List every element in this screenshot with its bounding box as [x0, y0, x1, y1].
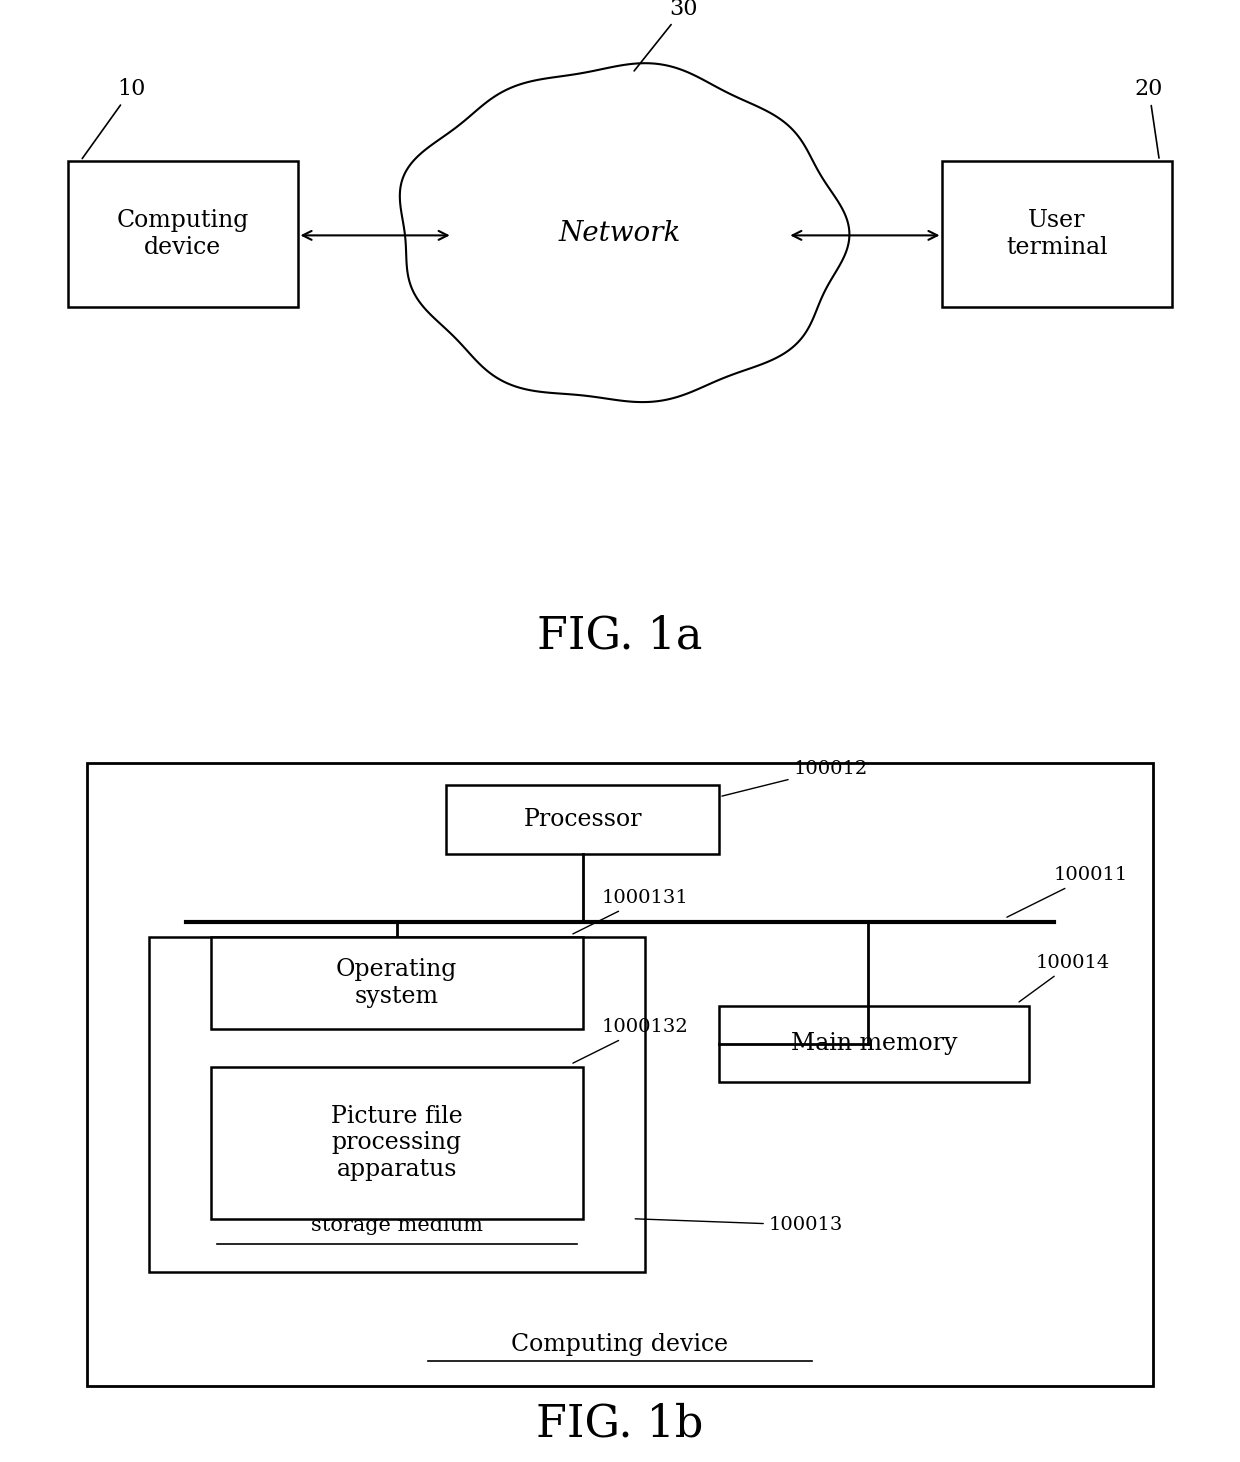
- Text: 1000131: 1000131: [573, 889, 688, 934]
- Text: FIG. 1a: FIG. 1a: [537, 614, 703, 658]
- Text: Processor: Processor: [523, 808, 642, 830]
- Text: 100012: 100012: [722, 760, 868, 797]
- Text: 10: 10: [82, 77, 146, 158]
- Bar: [149, 937, 645, 1272]
- Text: Computing device: Computing device: [511, 1333, 729, 1355]
- Bar: [87, 763, 1153, 1386]
- Text: Main memory: Main memory: [791, 1032, 957, 1056]
- Text: Computing
device: Computing device: [117, 209, 249, 259]
- Text: Picture file
processing
apparatus: Picture file processing apparatus: [331, 1105, 463, 1181]
- Text: FIG. 1b: FIG. 1b: [537, 1402, 703, 1446]
- Bar: [446, 785, 719, 854]
- Text: 100014: 100014: [1019, 953, 1110, 1001]
- PathPatch shape: [399, 63, 849, 402]
- Bar: [942, 161, 1172, 307]
- Text: 1000132: 1000132: [573, 1019, 688, 1063]
- Text: 30: 30: [634, 0, 698, 72]
- Text: User
terminal: User terminal: [1007, 209, 1107, 259]
- Bar: [68, 161, 298, 307]
- Text: 20: 20: [1135, 77, 1163, 158]
- Text: Network: Network: [559, 221, 681, 247]
- Bar: [719, 1006, 1029, 1082]
- Text: 100011: 100011: [1007, 867, 1128, 917]
- Text: Operating
system: Operating system: [336, 958, 458, 1007]
- Bar: [211, 937, 583, 1029]
- Text: Non-volatile
storage medium: Non-volatile storage medium: [311, 1194, 482, 1235]
- Text: 100013: 100013: [635, 1216, 843, 1234]
- Bar: [211, 1067, 583, 1219]
